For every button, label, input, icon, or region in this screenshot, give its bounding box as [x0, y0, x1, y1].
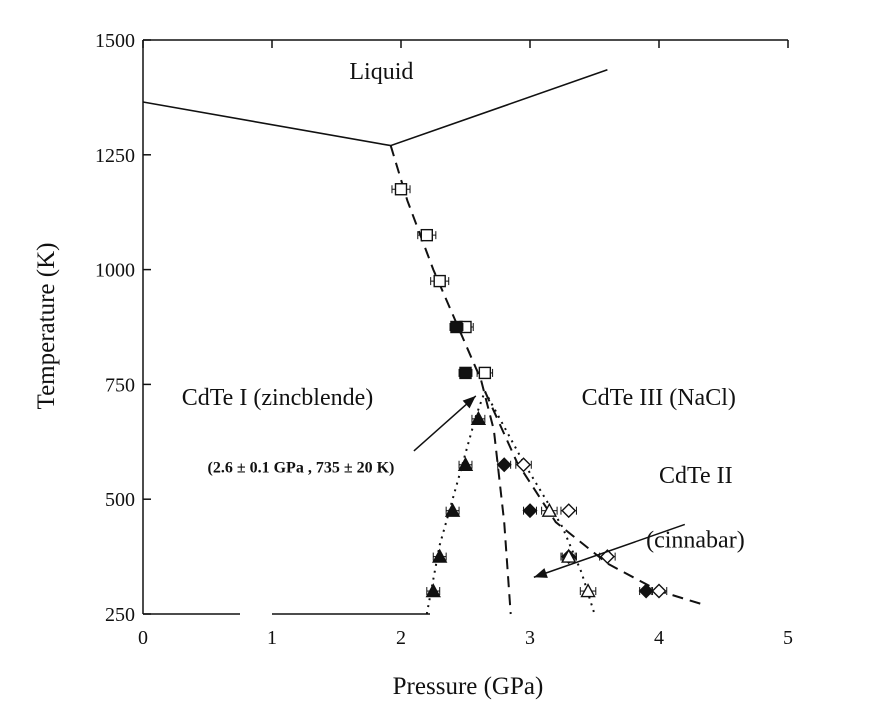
- filled-triangle-marker: [470, 410, 487, 426]
- x-tick-label: 2: [396, 627, 406, 649]
- filled-triangle-marker: [425, 583, 441, 598]
- axis-ticks: [142, 39, 789, 615]
- triple-point-callout: (2.6 ± 0.1 GPa , 735 ± 20 K): [208, 460, 395, 477]
- y-tick-label: 750: [105, 374, 135, 396]
- region-label: CdTe I (zincblende): [182, 385, 374, 411]
- phase-boundary-lines: [142, 69, 705, 615]
- x-axis-title: Pressure (GPa): [393, 673, 544, 700]
- dotted-phase-boundary: [425, 390, 486, 615]
- region-label: CdTe II: [659, 463, 733, 489]
- y-axis-title: Temperature (K): [33, 243, 60, 410]
- filled-diamond-marker: [638, 583, 654, 599]
- arrow-shaft: [533, 523, 686, 578]
- y-tick-label: 1500: [95, 30, 135, 52]
- x-tick-label: 4: [654, 627, 664, 649]
- x-tick-label: 0: [138, 627, 148, 649]
- open-square-marker: [394, 183, 408, 196]
- arrow-head: [533, 568, 548, 578]
- annotation-arrows: [413, 395, 686, 578]
- y-tick-label: 1250: [95, 145, 135, 167]
- open-diamond-marker: [561, 503, 577, 519]
- plot-frame: [142, 39, 788, 615]
- open-triangle-marker: [580, 583, 596, 598]
- region-label: CdTe III (NaCl): [582, 385, 736, 411]
- x-tick-label: 5: [783, 627, 793, 649]
- arrow-head: [462, 395, 476, 409]
- open-triangle-marker: [541, 502, 558, 517]
- filled-square-marker: [459, 366, 472, 380]
- filled-diamond-marker: [496, 457, 512, 473]
- open-square-marker: [478, 366, 492, 380]
- dashed-phase-boundary: [389, 145, 512, 615]
- region-label: (cinnabar): [646, 527, 745, 553]
- open-triangle-marker: [561, 548, 577, 563]
- data-markers: [391, 183, 668, 599]
- open-square-marker: [420, 228, 433, 242]
- y-tick-label: 250: [105, 604, 135, 626]
- region-label: Liquid: [349, 59, 413, 85]
- dotted-phase-boundary: [484, 390, 596, 615]
- filled-triangle-marker: [432, 548, 448, 563]
- arrow-shaft: [413, 395, 477, 452]
- y-tick-label: 1000: [95, 260, 135, 282]
- open-square-marker: [433, 274, 446, 288]
- y-tick-label: 500: [105, 489, 135, 511]
- open-diamond-marker: [651, 583, 667, 599]
- filled-triangle-marker: [457, 456, 474, 471]
- filled-diamond-marker: [522, 503, 538, 519]
- x-tick-label: 3: [525, 627, 535, 649]
- open-diamond-marker: [516, 457, 532, 473]
- text-labels: 250 500 750 1000 1250 1500 0 1 2 3 4 5 Liquid CdTe I …: [95, 30, 793, 649]
- x-tick-label: 1: [267, 627, 277, 649]
- filled-triangle-marker: [444, 502, 461, 517]
- filled-square-marker: [450, 320, 463, 334]
- dashed-phase-boundary: [483, 390, 705, 606]
